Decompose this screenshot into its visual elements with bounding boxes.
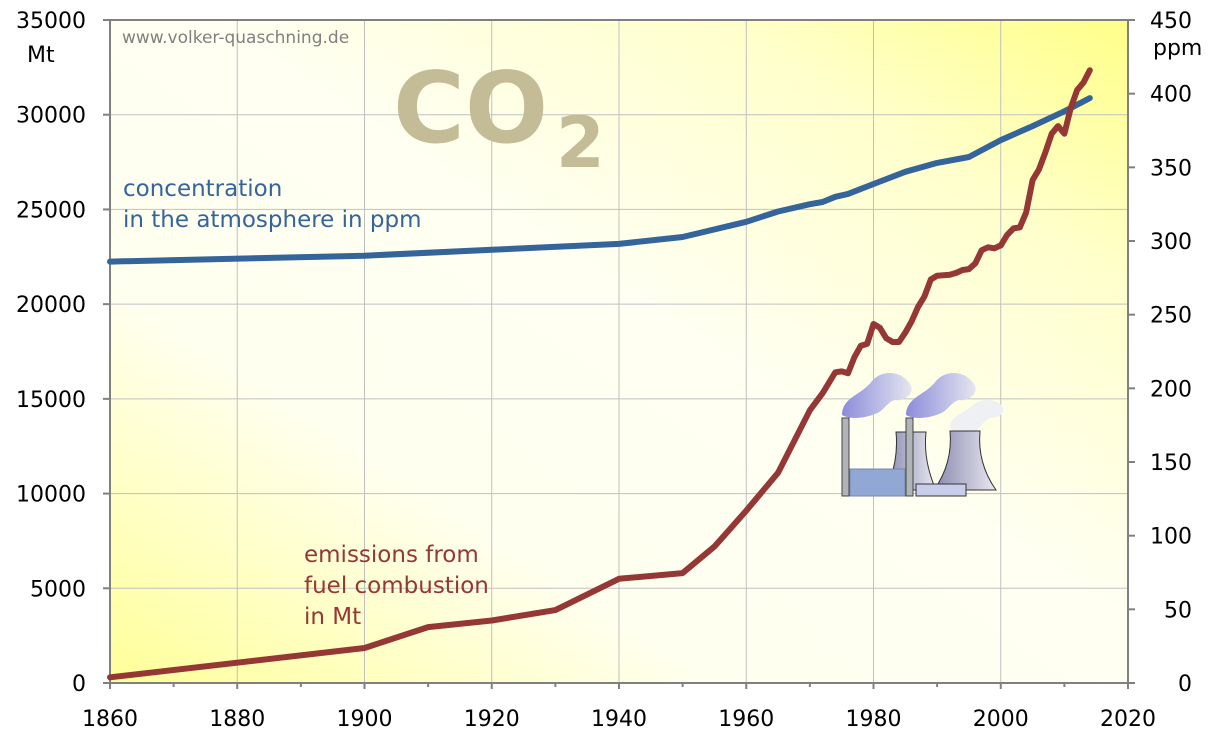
right-y-tick-label: 100	[1150, 525, 1192, 550]
title-main: CO	[393, 52, 548, 166]
x-tick-label: 1900	[337, 707, 393, 732]
right-y-tick-label: 0	[1178, 672, 1192, 697]
right-y-tick-label: 350	[1150, 156, 1192, 181]
left-y-tick-label: 35000	[16, 9, 86, 34]
right-y-tick-label: 200	[1150, 377, 1192, 402]
left-y-tick-label: 15000	[16, 388, 86, 413]
x-tick-label: 1880	[209, 707, 265, 732]
right-y-tick-label: 450	[1150, 9, 1192, 34]
left-y-tick-label: 30000	[16, 104, 86, 129]
x-tick-label: 2020	[1100, 707, 1156, 732]
emissions-label-line: in Mt	[304, 604, 361, 630]
left-y-tick-label: 20000	[16, 293, 86, 318]
right-y-tick-label: 400	[1150, 83, 1192, 108]
x-tick-label: 1960	[718, 707, 774, 732]
x-tick-label: 2000	[973, 707, 1029, 732]
x-tick-label: 1940	[591, 707, 647, 732]
left-axis-unit: Mt	[27, 43, 55, 68]
x-tick-label: 1980	[846, 707, 902, 732]
left-y-tick-label: 5000	[30, 577, 86, 602]
right-y-tick-label: 250	[1150, 304, 1192, 329]
left-y-tick-label: 10000	[16, 483, 86, 508]
emissions-label-line: emissions from	[304, 542, 479, 568]
left-y-tick-label: 0	[72, 672, 86, 697]
x-tick-label: 1860	[82, 707, 138, 732]
x-tick-label: 1920	[464, 707, 520, 732]
concentration-label-line: concentration	[123, 176, 282, 202]
emissions-label-line: fuel combustion	[304, 573, 489, 599]
right-y-tick-label: 50	[1164, 598, 1192, 623]
right-y-tick-label: 150	[1150, 451, 1192, 476]
concentration-label-line: in the atmosphere in ppm	[123, 207, 422, 233]
right-axis-unit: ppm	[1153, 36, 1202, 61]
right-y-tick-label: 300	[1150, 230, 1192, 255]
watermark: www.volker-quaschning.de	[122, 28, 349, 48]
title-subscript: 2	[556, 102, 605, 184]
left-y-tick-label: 25000	[16, 198, 86, 223]
